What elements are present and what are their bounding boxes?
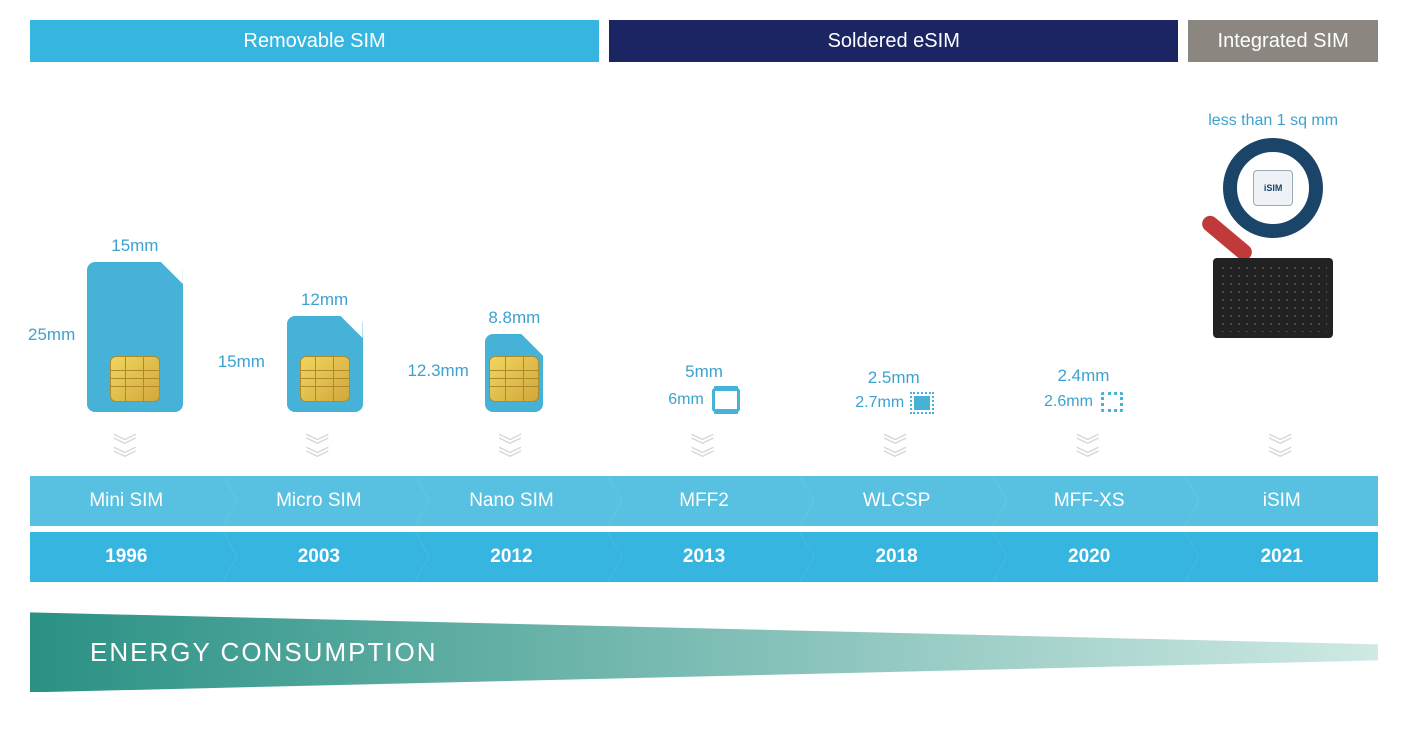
sim-year-segment: 2013 [608, 532, 801, 582]
height-label: 6mm [668, 391, 704, 409]
sim-name-segment: WLCSP [800, 476, 993, 526]
category-headers-row: Removable SIMSoldered eSIMIntegrated SIM [30, 20, 1378, 62]
sim-card-column: 25mm15mm [40, 112, 230, 412]
width-label: 12mm [287, 290, 363, 310]
sim-chip-icon [489, 356, 539, 402]
sim-name-segment: Mini SIM [30, 476, 223, 526]
width-label: 15mm [87, 236, 183, 256]
height-label: 2.7mm [855, 394, 904, 412]
name-arrow-bar: Mini SIMMicro SIMNano SIMMFF2WLCSPMFF-XS… [30, 476, 1378, 526]
height-label: 15mm [218, 352, 265, 372]
year-arrow-bar: 1996200320122013201820202021 [30, 532, 1378, 582]
sim-card-column: 12.3mm8.8mm [419, 112, 609, 412]
isim-size-note: less than 1 sq mm [1208, 112, 1338, 130]
width-label: 8.8mm [485, 308, 543, 328]
category-header: Soldered eSIM [609, 20, 1178, 62]
sim-chip-icon [110, 356, 160, 402]
sim-year-segment: 2012 [415, 532, 608, 582]
sim-card-column: 5mm 6mm [609, 112, 799, 412]
sim-name-segment: Micro SIM [223, 476, 416, 526]
chevron-row: ︾︾︾︾︾︾︾︾︾︾︾︾︾︾ [30, 440, 1378, 466]
sim-name-segment: Nano SIM [415, 476, 608, 526]
chevron-down-icon: ︾︾ [608, 440, 801, 466]
chevron-down-icon: ︾︾ [993, 440, 1186, 466]
sim-card-column: 2.5mm 2.7mm [799, 112, 989, 412]
esim-icon [1101, 392, 1123, 412]
height-label: 2.6mm [1044, 393, 1093, 411]
width-label: 2.5mm [868, 368, 920, 388]
esim-icon [712, 388, 740, 412]
chevron-down-icon: ︾︾ [30, 440, 223, 466]
chevron-down-icon: ︾︾ [415, 440, 608, 466]
soc-chip-icon [1213, 258, 1333, 338]
energy-label: ENERGY CONSUMPTION [90, 637, 438, 668]
sim-name-segment: MFF-XS [993, 476, 1186, 526]
sim-year-segment: 2020 [993, 532, 1186, 582]
sim-card-icon [485, 334, 543, 412]
sim-card-icon [287, 316, 363, 412]
chevron-down-icon: ︾︾ [1185, 440, 1378, 466]
chevron-down-icon: ︾︾ [800, 440, 993, 466]
magnifier-icon: iSIM [1223, 138, 1323, 238]
sim-year-segment: 2021 [1185, 532, 1378, 582]
sim-card-icon [87, 262, 183, 412]
sim-name-segment: MFF2 [608, 476, 801, 526]
width-label: 5mm [685, 362, 723, 382]
isim-chip-icon: iSIM [1253, 170, 1293, 206]
sim-year-segment: 2018 [800, 532, 993, 582]
sim-card-column: 2.4mm 2.6mm [989, 112, 1179, 412]
sim-cards-row: 25mm15mm15mm12mm12.3mm8.8mm5mm6mm2.5mm2.… [30, 112, 1378, 422]
height-label: 12.3mm [407, 361, 468, 381]
sim-name-segment: iSIM [1185, 476, 1378, 526]
esim-icon [912, 394, 932, 412]
sim-chip-icon [300, 356, 350, 402]
height-label: 25mm [28, 325, 75, 345]
category-header: Integrated SIM [1188, 20, 1378, 62]
sim-year-segment: 1996 [30, 532, 223, 582]
category-header: Removable SIM [30, 20, 599, 62]
sim-year-segment: 2003 [223, 532, 416, 582]
sim-card-column: less than 1 sq mm iSIM [1178, 112, 1368, 412]
energy-consumption-wedge: ENERGY CONSUMPTION [30, 612, 1378, 692]
sim-card-column: 15mm12mm [230, 112, 420, 412]
chevron-down-icon: ︾︾ [223, 440, 416, 466]
width-label: 2.4mm [1057, 366, 1109, 386]
